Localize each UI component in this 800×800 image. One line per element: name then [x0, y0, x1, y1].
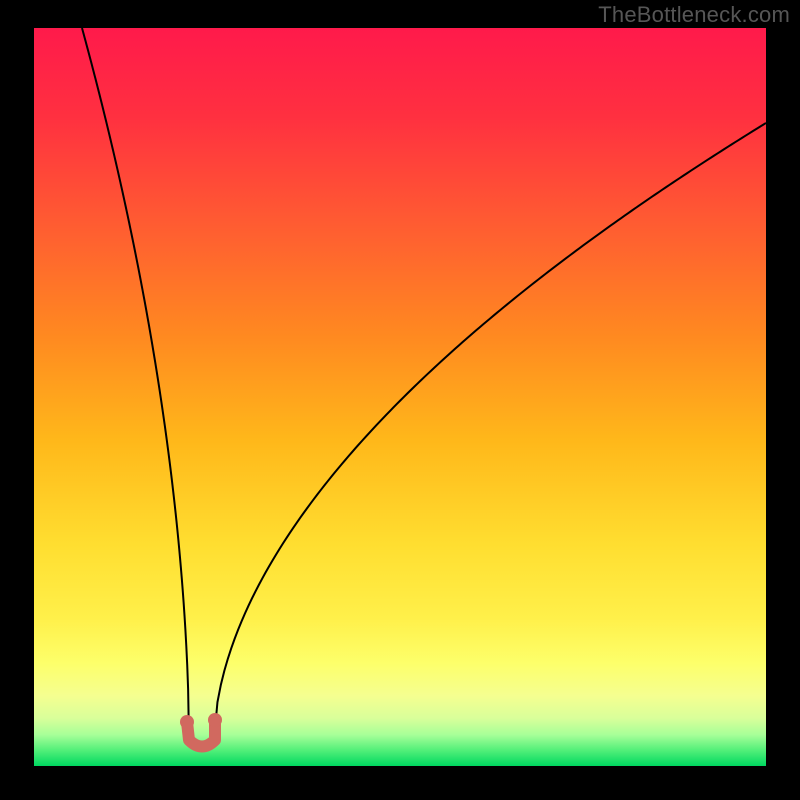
curve-left-branch: [82, 28, 189, 740]
bottom-marker-dot-0: [180, 715, 194, 729]
chart-container: TheBottleneck.com: [0, 0, 800, 800]
curve-right-branch: [214, 123, 766, 740]
curve-overlay: [34, 28, 766, 766]
watermark-text: TheBottleneck.com: [598, 2, 790, 28]
bottom-marker-dot-1: [208, 713, 222, 727]
plot-area: [34, 28, 766, 766]
